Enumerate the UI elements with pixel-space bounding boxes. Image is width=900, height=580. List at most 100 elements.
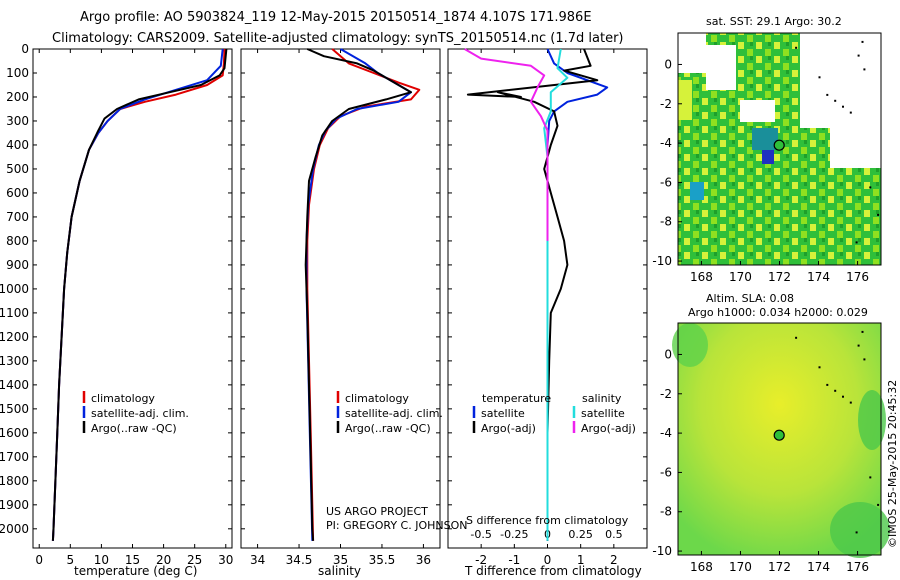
depth-axis: 0 100 200 300 400 500 600 700 800 900 1000 1100 1200… (0, 42, 232, 536)
sst-missing-area (800, 33, 881, 128)
lat-tick-label: 0 (664, 347, 672, 361)
sst-map-title: sat. SST: 29.1 Argo: 30.2 (706, 15, 842, 28)
x-tick-label: 5 (66, 553, 74, 567)
header-line1: Argo profile: AO 5903824_119 12-May-2015… (80, 10, 592, 25)
lat-tick-label: -10 (652, 254, 672, 268)
coastline-dot (863, 358, 866, 361)
project-annotation: US ARGO PROJECT (326, 505, 428, 518)
x-tick-label: -1 (508, 553, 520, 567)
temperature-series (51, 48, 228, 541)
top-tick-label: -0.5 (470, 528, 491, 541)
salinity-axes-frame (240, 48, 441, 549)
depth-tick-label: 1700 (0, 450, 29, 464)
credit-text: ©IMOS 25-May-2015 20:45:32 (886, 380, 899, 548)
x-tick-label: 10 (94, 553, 109, 567)
x-tick-label: -2 (475, 553, 487, 567)
legend-s-argo-label: Argo(-adj) (581, 422, 636, 435)
lat-tick-label: -8 (660, 215, 672, 229)
temperature-legend: climatology satellite-adj. clim. Argo(..… (82, 391, 189, 435)
depth-tick-label: 100 (6, 66, 29, 80)
lon-tick-label: 176 (846, 560, 869, 574)
x-tick-label: 35 (333, 553, 348, 567)
legend-temperature-title: temperature (482, 392, 551, 405)
x-tick-label: 36 (416, 553, 431, 567)
coastline-dot (857, 344, 860, 347)
legend-t-argo-label: Argo(-adj) (481, 422, 536, 435)
depth-tick-label: 1200 (0, 330, 29, 344)
temperature-panel: 0100200300400500600700800900100011001200… (0, 42, 233, 578)
coastline-dot (795, 336, 798, 339)
legend-argo-label: Argo(..raw -QC) (345, 422, 431, 435)
temperature-x-axis: 0 5 10 15 20 25 30 (35, 49, 233, 567)
depth-tick-label: 1300 (0, 354, 29, 368)
difference-xlabel: T difference from climatology (464, 564, 642, 578)
salinity-legend: climatology satellite-adj. clim. Argo(..… (336, 391, 443, 435)
coastline-dot (855, 241, 858, 244)
pi-annotation: PI: GREGORY C. JOHNSON (326, 519, 467, 532)
top-tick-label: 0.25 (568, 528, 593, 541)
sst-warm-patch (678, 80, 692, 120)
x-tick-label: 2 (610, 553, 618, 567)
x-tick-label: 34 (250, 553, 265, 567)
depth-tick-label: 600 (6, 186, 29, 200)
legend-argo-label: Argo(..raw -QC) (91, 422, 177, 435)
depth-tick-label: 1100 (0, 306, 29, 320)
legend-climatology-label: climatology (345, 392, 409, 405)
depth-tick-label: 300 (6, 114, 29, 128)
lat-tick-label: 0 (664, 57, 672, 71)
depth-tick-label: 400 (6, 138, 29, 152)
series-line (51, 48, 226, 541)
coastline-dot (818, 76, 821, 79)
series-line (306, 48, 421, 541)
depth-tick-label: 0 (21, 42, 29, 56)
coastline-dot (869, 186, 872, 189)
difference-x-axis: -2 -1 0 1 2 (475, 49, 618, 567)
lon-tick-label: 174 (807, 560, 830, 574)
coastline-dot (855, 531, 858, 534)
depth-tick-label: 700 (6, 210, 29, 224)
x-tick-label: 15 (125, 553, 140, 567)
lon-tick-label: 170 (729, 560, 752, 574)
coastline-dot (842, 395, 844, 398)
coastline-dot (818, 366, 821, 369)
coastline-dot (834, 389, 837, 392)
lat-tick-label: -4 (660, 136, 672, 150)
difference-panel: -2 -1 0 1 2 -0.5 -0.25 0 0.25 0.5 S difference f… (447, 48, 648, 578)
series-line (51, 48, 224, 541)
top-tick-label: -0.25 (500, 528, 528, 541)
lon-tick-label: 174 (807, 270, 830, 284)
lat-tick-label: -6 (660, 175, 672, 189)
depth-tick-label: 900 (6, 258, 29, 272)
x-tick-label: 0 (544, 553, 552, 567)
float-position-marker (773, 139, 785, 151)
coastline-dot (869, 476, 872, 479)
coastline-dot (849, 401, 852, 404)
coastline-dot (877, 213, 880, 216)
sla-low-patch (830, 502, 890, 558)
depth-tick-label: 1400 (0, 378, 29, 392)
coastline-dot (842, 105, 844, 108)
x-tick-label: 25 (187, 553, 202, 567)
sst-missing-area (830, 128, 881, 168)
coastline-dot (861, 40, 864, 43)
series-line (543, 48, 569, 541)
difference-legend: temperature salinity satellite Argo(-adj… (472, 392, 636, 435)
legend-salinity-title: salinity (582, 392, 622, 405)
sla-map-panel: Altim. SLA: 0.08 Argo h1000: 0.034 h2000… (652, 292, 890, 574)
salinity-x-axis: 34 34.5 35 35.5 36 (250, 49, 431, 567)
depth-tick-label: 200 (6, 90, 29, 104)
depth-tick-label: 2000 (0, 522, 29, 536)
x-tick-label: 0 (35, 553, 43, 567)
x-tick-label: 35.5 (369, 553, 396, 567)
depth-tick-label: 500 (6, 162, 29, 176)
x-tick-label: 20 (156, 553, 171, 567)
legend-climatology-label: climatology (91, 392, 155, 405)
lat-tick-label: -8 (660, 505, 672, 519)
sst-missing-area (706, 45, 736, 90)
sla-map-axes: 168 170 172 174 176 0 -2 -4 -6 -8 -10 (652, 330, 880, 574)
lat-tick-label: -4 (660, 426, 672, 440)
coastline-dot (849, 111, 852, 114)
coastline-dot (834, 99, 837, 102)
salinity-series (304, 48, 421, 541)
header-line2: Climatology: CARS2009. Satellite-adjuste… (52, 31, 624, 46)
